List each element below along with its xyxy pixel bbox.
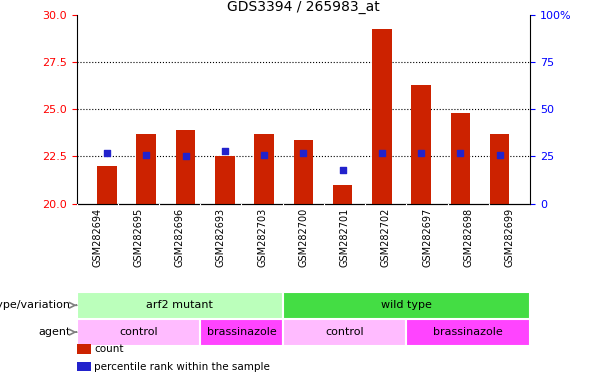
- Bar: [97, 166, 117, 204]
- Bar: [200, 319, 283, 346]
- Bar: [254, 134, 274, 204]
- Point: [259, 152, 269, 158]
- Text: GSM282702: GSM282702: [381, 208, 391, 267]
- Text: percentile rank within the sample: percentile rank within the sample: [94, 362, 270, 372]
- Text: brassinazole: brassinazole: [434, 327, 503, 337]
- Text: GSM282701: GSM282701: [340, 208, 349, 267]
- Text: GSM282694: GSM282694: [92, 208, 102, 267]
- Text: GSM282698: GSM282698: [464, 208, 473, 267]
- Bar: [372, 28, 392, 204]
- Bar: [451, 113, 470, 204]
- Point: [495, 152, 504, 158]
- Text: genotype/variation: genotype/variation: [0, 300, 71, 310]
- Point: [141, 152, 151, 158]
- Text: GSM282693: GSM282693: [216, 208, 226, 267]
- Bar: [176, 130, 196, 204]
- Text: GSM282696: GSM282696: [175, 208, 184, 267]
- Point: [377, 150, 386, 156]
- Text: wild type: wild type: [381, 300, 432, 310]
- Text: agent: agent: [38, 327, 71, 337]
- Title: GDS3394 / 265983_at: GDS3394 / 265983_at: [227, 0, 380, 14]
- Text: GSM282697: GSM282697: [422, 208, 432, 267]
- Bar: [333, 185, 352, 204]
- Bar: [293, 139, 313, 204]
- Text: control: control: [325, 327, 364, 337]
- Text: GSM282695: GSM282695: [134, 208, 143, 267]
- Point: [299, 150, 308, 156]
- Bar: [137, 134, 156, 204]
- Bar: [406, 319, 530, 346]
- Text: arf2 mutant: arf2 mutant: [146, 300, 213, 310]
- Bar: [283, 319, 406, 346]
- Point: [416, 150, 426, 156]
- Bar: [77, 319, 200, 346]
- Bar: [283, 292, 530, 319]
- Bar: [411, 85, 431, 204]
- Bar: [215, 157, 234, 204]
- Bar: [77, 292, 283, 319]
- Text: control: control: [119, 327, 158, 337]
- Point: [220, 148, 230, 154]
- Text: GSM282703: GSM282703: [257, 208, 267, 267]
- Point: [102, 150, 112, 156]
- Text: count: count: [94, 344, 124, 354]
- Point: [338, 167, 348, 173]
- Text: GSM282700: GSM282700: [299, 208, 308, 267]
- Text: brassinazole: brassinazole: [207, 327, 276, 337]
- Text: GSM282699: GSM282699: [505, 208, 514, 267]
- Point: [456, 150, 465, 156]
- Bar: [490, 134, 509, 204]
- Point: [181, 154, 190, 160]
